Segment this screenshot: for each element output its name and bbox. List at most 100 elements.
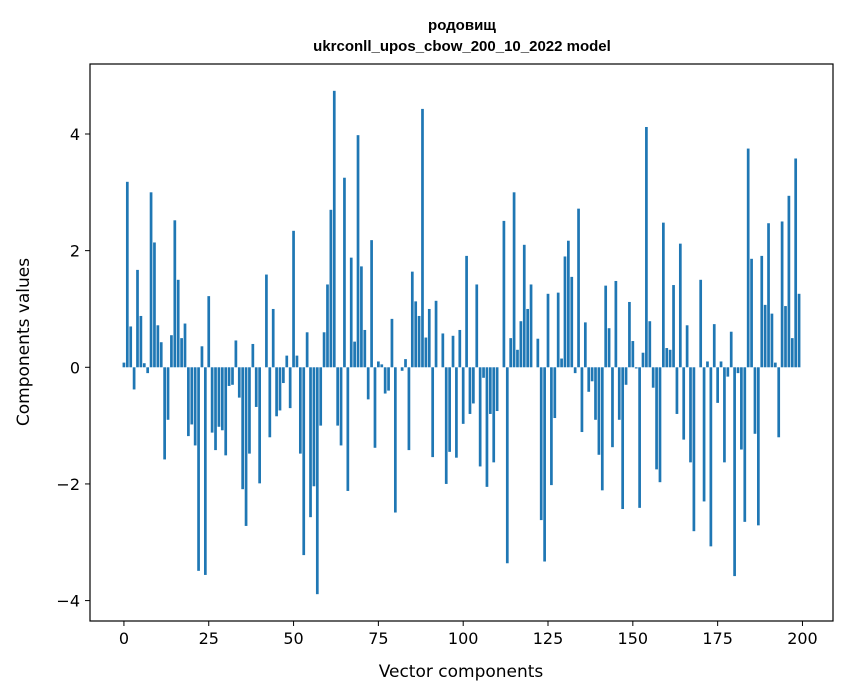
x-tick-label-4: 100 <box>448 629 479 648</box>
bar-6 <box>143 363 146 367</box>
bar-175 <box>716 367 719 403</box>
bar-27 <box>214 367 217 450</box>
bar-102 <box>469 367 472 414</box>
bar-110 <box>496 367 499 411</box>
bar-25 <box>207 296 210 367</box>
x-tick-label-7: 175 <box>702 629 733 648</box>
bar-196 <box>788 196 791 367</box>
bar-85 <box>411 272 414 368</box>
bar-86 <box>414 301 417 367</box>
bar-148 <box>625 367 628 385</box>
bar-133 <box>574 367 577 373</box>
bar-5 <box>140 316 143 367</box>
bar-60 <box>326 284 329 367</box>
bar-76 <box>380 364 383 367</box>
bar-179 <box>730 332 733 368</box>
bar-55 <box>309 367 312 517</box>
y-tick-label-2: 0 <box>70 358 80 377</box>
bar-150 <box>631 341 634 367</box>
bar-14 <box>170 335 173 367</box>
bar-63 <box>336 367 339 425</box>
bar-153 <box>642 353 645 368</box>
bar-47 <box>282 367 285 383</box>
bar-161 <box>669 350 672 368</box>
bar-132 <box>570 277 573 367</box>
bar-50 <box>292 231 295 367</box>
bar-118 <box>523 245 526 367</box>
bar-181 <box>737 367 740 373</box>
bar-56 <box>313 367 316 486</box>
bar-163 <box>676 367 679 414</box>
x-tick-label-2: 50 <box>283 629 303 648</box>
bar-12 <box>163 367 166 459</box>
bar-15 <box>173 220 176 367</box>
bar-30 <box>224 367 227 455</box>
bar-89 <box>425 338 428 368</box>
bar-108 <box>489 367 492 414</box>
bar-24 <box>204 367 207 575</box>
bar-49 <box>289 367 292 408</box>
bar-31 <box>228 367 231 386</box>
bar-183 <box>743 367 746 522</box>
bar-88 <box>421 109 424 367</box>
bar-2 <box>129 326 132 367</box>
bar-170 <box>699 280 702 367</box>
y-axis-label: Components values <box>14 258 34 426</box>
bar-119 <box>526 309 529 367</box>
bar-160 <box>665 348 668 367</box>
bar-97 <box>452 336 455 368</box>
bar-155 <box>648 321 651 367</box>
bar-17 <box>180 338 183 367</box>
bar-74 <box>374 367 377 447</box>
bar-116 <box>516 350 519 368</box>
bar-107 <box>486 367 489 487</box>
bar-38 <box>251 344 254 367</box>
bar-19 <box>187 367 190 436</box>
bar-142 <box>604 286 607 368</box>
bar-124 <box>543 367 546 561</box>
bar-11 <box>160 342 163 367</box>
bar-79 <box>391 319 394 367</box>
bar-109 <box>492 367 495 462</box>
bar-92 <box>435 301 438 367</box>
bar-167 <box>689 367 692 462</box>
bar-174 <box>713 324 716 367</box>
bar-32 <box>231 367 234 385</box>
bar-77 <box>384 367 387 393</box>
bar-94 <box>441 333 444 367</box>
bar-184 <box>747 149 750 368</box>
bar-18 <box>184 324 187 368</box>
x-tick-label-5: 125 <box>533 629 564 648</box>
bar-140 <box>598 367 601 454</box>
bar-166 <box>686 325 689 367</box>
bar-73 <box>370 240 373 367</box>
bar-36 <box>245 367 248 526</box>
bar-113 <box>506 367 509 563</box>
bar-114 <box>509 338 512 367</box>
x-tick-label-6: 150 <box>618 629 649 648</box>
bar-87 <box>418 316 421 367</box>
bar-128 <box>557 293 560 368</box>
bar-173 <box>710 367 713 546</box>
bar-106 <box>482 367 485 378</box>
bar-33 <box>235 340 238 367</box>
bar-66 <box>346 367 349 491</box>
bar-16 <box>177 280 180 367</box>
bar-105 <box>479 367 482 466</box>
bar-130 <box>564 256 567 367</box>
y-tick-label-4: 4 <box>70 125 80 144</box>
bar-100 <box>462 367 465 424</box>
bar-53 <box>302 367 305 555</box>
bar-117 <box>520 321 523 367</box>
bar-90 <box>428 309 431 367</box>
bar-83 <box>404 359 407 367</box>
bar-137 <box>587 367 590 392</box>
bar-198 <box>794 158 797 367</box>
bar-187 <box>757 367 760 525</box>
bar-104 <box>475 284 478 367</box>
bar-22 <box>197 367 200 571</box>
x-tick-label-1: 25 <box>199 629 219 648</box>
bar-91 <box>431 367 434 457</box>
bar-57 <box>316 367 319 594</box>
